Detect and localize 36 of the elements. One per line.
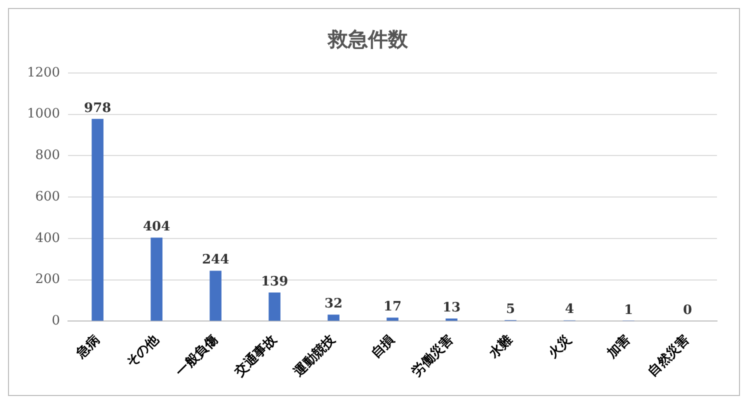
- data-label: 1: [624, 302, 634, 318]
- x-tick-label: 自損: [368, 332, 398, 362]
- data-label: 4: [564, 302, 574, 318]
- data-label: 32: [324, 296, 343, 312]
- data-label: 13: [442, 300, 461, 316]
- data-label: 978: [84, 100, 112, 116]
- y-tick-label: 800: [35, 148, 60, 164]
- bar: [92, 118, 104, 321]
- y-tick-label: 200: [35, 272, 60, 288]
- x-tick-label: 一般負傷: [173, 332, 221, 380]
- x-tick-label: 運動競技: [290, 330, 340, 380]
- chart-title: 救急件数: [327, 27, 409, 52]
- y-tick-label: 1000: [26, 106, 60, 122]
- x-tick-label: 急病: [72, 332, 103, 362]
- data-label: 244: [202, 252, 230, 268]
- x-tick-label: 労働災害: [408, 332, 457, 380]
- data-label: 5: [506, 302, 516, 318]
- bar: [210, 270, 222, 321]
- bar: [386, 318, 398, 321]
- y-tick-label: 0: [52, 314, 60, 329]
- bar: [150, 238, 162, 321]
- data-label: 139: [260, 274, 288, 290]
- y-tick-label: 400: [35, 230, 60, 246]
- data-label: 0: [682, 303, 692, 318]
- x-tick-label: 水難: [486, 332, 516, 362]
- y-tick-label: 1200: [26, 65, 60, 80]
- x-tick-label: 加害: [603, 332, 634, 362]
- data-label: 17: [383, 300, 402, 315]
- x-tick-label: 自然災害: [644, 332, 693, 380]
- bar: [268, 292, 280, 321]
- x-tick-label: 火災: [544, 332, 575, 362]
- x-tick-label: その他: [124, 332, 162, 371]
- x-tick-label: 交通事故: [230, 330, 280, 380]
- bar: [328, 314, 340, 321]
- data-label: 404: [143, 220, 170, 235]
- y-tick-label: 600: [35, 189, 60, 204]
